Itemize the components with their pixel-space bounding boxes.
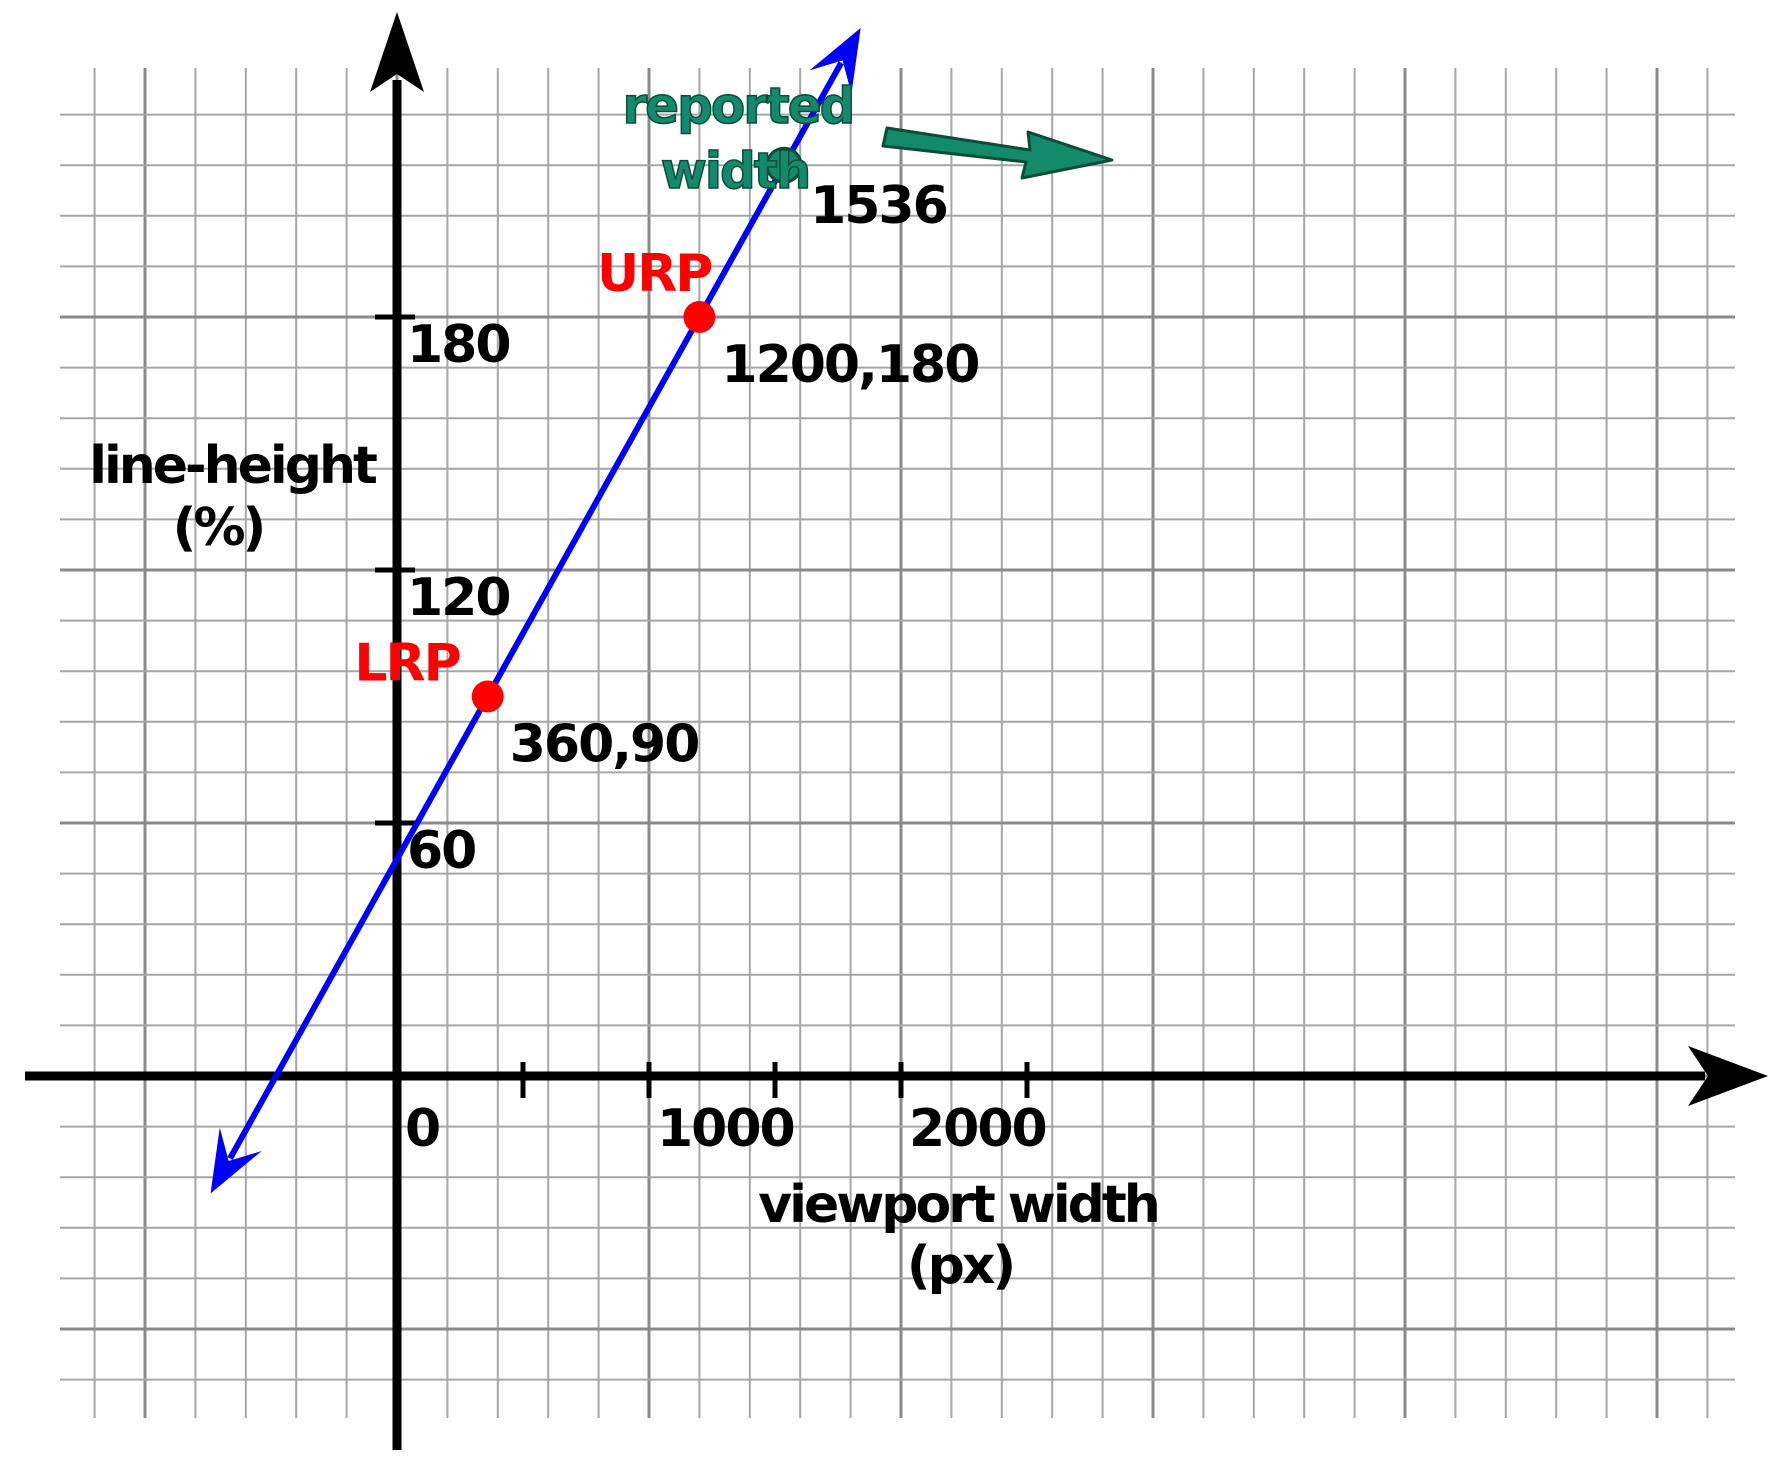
annotation-line1: reported — [623, 77, 854, 135]
point-reported-width — [765, 146, 803, 184]
point-coord-label: 360,90 — [510, 714, 699, 774]
axes — [25, 12, 1768, 1450]
point-coord-label: 1200,180 — [721, 335, 978, 395]
point-lrp — [471, 680, 504, 713]
series-line-path — [227, 61, 844, 1160]
x-axis-arrowhead — [1688, 1046, 1768, 1106]
point-coord-label: 1536 — [810, 176, 947, 236]
series-arrowhead-start — [210, 1127, 262, 1194]
annotation-arrow — [881, 126, 1114, 180]
annotation-line2: width — [661, 142, 810, 200]
x-tick-label: 0 — [405, 1099, 439, 1159]
series-line — [210, 27, 861, 1194]
y-axis-arrowhead — [370, 12, 424, 92]
x-tick-label: 2000 — [909, 1099, 1046, 1159]
series-arrowhead-end — [809, 27, 861, 94]
tick-labels: 0 1000 2000 60 120 180 — [405, 315, 1048, 1159]
y-tick-label: 120 — [407, 568, 510, 628]
grid — [60, 68, 1735, 1418]
axis-ticks — [375, 314, 1030, 1098]
point-name-label: URP — [597, 244, 711, 304]
x-tick-label: 1000 — [657, 1099, 794, 1159]
y-axis-label-line1: line-height — [89, 436, 377, 496]
point-name-label: LRP — [354, 633, 459, 693]
x-axis-label-line2: (px) — [907, 1236, 1013, 1296]
x-axis-label-line1: viewport width — [758, 1175, 1158, 1235]
point-urp — [683, 300, 716, 333]
y-axis-label-line2: (%) — [173, 498, 264, 558]
annotation-arrow-shape — [881, 126, 1114, 180]
y-tick-label: 60 — [407, 821, 475, 881]
y-tick-label: 180 — [407, 315, 510, 375]
